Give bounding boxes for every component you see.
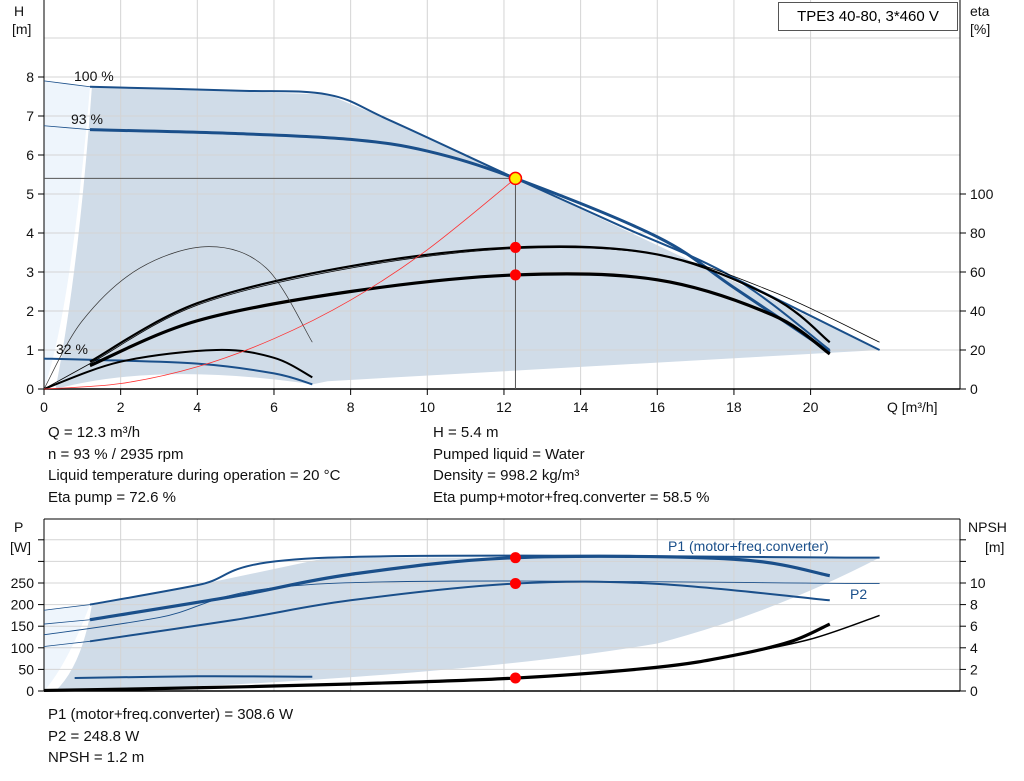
- x-tick-label: 6: [270, 399, 278, 415]
- y-axis-unit-power: [W]: [10, 539, 31, 555]
- y-tick-label-left: 4: [26, 225, 34, 241]
- readout-bottom: P1 (motor+freq.converter) = 308.6 W P2 =…: [48, 704, 293, 769]
- y-axis-title-npsh: NPSH: [968, 519, 1007, 535]
- y-tick-label-left: 7: [26, 108, 34, 124]
- y-tick-label-left: 3: [26, 264, 34, 280]
- x-tick-label: 2: [117, 399, 125, 415]
- y-tick-label-left: 1: [26, 342, 34, 358]
- y-tick-label-right: 0: [970, 381, 978, 397]
- duty-point-npsh: [509, 672, 521, 684]
- pump-title: TPE3 40-80, 3*460 V: [778, 2, 958, 31]
- readout-top-left: Q = 12.3 m³/h n = 93 % / 2935 rpm Liquid…: [48, 422, 340, 508]
- y-tick-label-left: 2: [26, 303, 34, 319]
- y-tick-label-npsh: 10: [970, 575, 986, 591]
- series-label-p2: P2: [850, 586, 867, 602]
- y-tick-label-npsh: 0: [970, 683, 978, 699]
- y-axis-title-power: P: [14, 519, 23, 535]
- curve-npsh-thin: [733, 614, 880, 657]
- curve-p2-max: [43, 580, 880, 636]
- x-tick-label: 10: [420, 399, 436, 415]
- curve-h-93-ext: [43, 125, 91, 131]
- readout-head: H = 5.4 m: [433, 424, 499, 441]
- curve-label-100: 100 %: [74, 68, 114, 84]
- readout-top-right: H = 5.4 m Pumped liquid = Water Density …: [433, 422, 709, 508]
- curve-eta-32: [43, 348, 313, 390]
- duty-point-eta-total: [509, 269, 521, 281]
- x-tick-label: 12: [496, 399, 512, 415]
- readout-speed: n = 93 % / 2935 rpm: [48, 445, 184, 463]
- operating-range-region: [55, 86, 880, 389]
- y-axis-title-right: eta: [970, 3, 990, 19]
- y-tick-label-power: 200: [11, 597, 35, 613]
- duty-point-p1: [509, 552, 521, 564]
- readout-p2: P2 = 248.8 W: [48, 727, 140, 745]
- y-tick-label-right: 20: [970, 342, 986, 358]
- curve-p1-32: [74, 675, 313, 680]
- curve-eta-low-arc: [43, 246, 313, 390]
- x-axis-title: Q [m³/h]: [887, 399, 938, 415]
- y-tick-label-left: 0: [26, 381, 34, 397]
- readout-p1: P1 (motor+freq.converter) = 308.6 W: [48, 706, 294, 723]
- x-tick-label: 8: [347, 399, 355, 415]
- curve-h-32: [43, 357, 313, 386]
- y-tick-label-power: 0: [26, 683, 34, 699]
- y-axis-unit-right: [%]: [970, 21, 990, 37]
- curve-label-32: 32 %: [56, 341, 88, 357]
- readout-npsh: NPSH = 1.2 m: [48, 749, 145, 766]
- duty-point-eta-pump: [509, 241, 521, 253]
- curve-p1-max-ext: [43, 604, 91, 611]
- y-tick-label-right: 80: [970, 225, 986, 241]
- low-flow-region: [44, 80, 90, 390]
- y-tick-label-power: 100: [11, 640, 35, 656]
- duty-point-p2: [509, 578, 521, 590]
- readout-eta-pump: Eta pump = 72.6 %: [48, 488, 176, 506]
- duty-point-head: [508, 171, 523, 186]
- y-tick-label-right: 100: [970, 186, 994, 202]
- curve-p2-93: [89, 580, 830, 643]
- curve-h-93: [89, 128, 831, 354]
- curve-h-100-ext: [43, 80, 91, 88]
- y-tick-label-npsh: 2: [970, 661, 978, 677]
- curve-eta-pump: [89, 245, 831, 363]
- series-label-p1: P1 (motor+freq.converter): [668, 538, 829, 554]
- y-tick-label-right: 60: [970, 264, 986, 280]
- y-tick-label-left: 6: [26, 147, 34, 163]
- y-axis-unit-npsh: [m]: [985, 539, 1004, 555]
- curve-p1-max: [89, 554, 880, 606]
- curve-p1-93: [89, 554, 831, 622]
- y-tick-label-left: 8: [26, 69, 34, 85]
- curve-eta-total: [89, 272, 831, 368]
- y-tick-label-power: 150: [11, 618, 35, 634]
- y-axis-title-left: H: [14, 3, 24, 19]
- curve-system-curve: [43, 178, 516, 390]
- readout-liquid: Pumped liquid = Water: [433, 445, 585, 463]
- readout-eta-total: Eta pump+motor+freq.converter = 58.5 %: [433, 488, 710, 506]
- x-tick-label: 18: [726, 399, 742, 415]
- readout-density: Density = 998.2 kg/m³: [433, 467, 580, 484]
- x-tick-label: 16: [649, 399, 665, 415]
- curve-p2-93-ext: [43, 640, 91, 647]
- operating-range-region-power: [55, 557, 880, 691]
- y-tick-label-power: 50: [18, 661, 34, 677]
- curve-label-93: 93 %: [71, 111, 103, 127]
- x-tick-label: 4: [193, 399, 201, 415]
- x-tick-label: 14: [573, 399, 589, 415]
- readout-flow: Q = 12.3 m³/h: [48, 424, 141, 441]
- y-tick-label-left: 5: [26, 186, 34, 202]
- y-tick-label-npsh: 6: [970, 618, 978, 634]
- y-tick-label-power: 250: [11, 575, 35, 591]
- y-tick-label-right: 40: [970, 303, 986, 319]
- x-tick-label: 0: [40, 399, 48, 415]
- curve-h-100: [89, 85, 831, 351]
- x-tick-label: 20: [803, 399, 819, 415]
- readout-temperature: Liquid temperature during operation = 20…: [48, 467, 341, 484]
- y-tick-label-npsh: 8: [970, 597, 978, 613]
- curve-p1-93-ext: [43, 619, 91, 625]
- y-axis-unit-left: [m]: [12, 21, 31, 37]
- y-tick-label-npsh: 4: [970, 640, 978, 656]
- curve-eta-pump-thin: [43, 247, 880, 390]
